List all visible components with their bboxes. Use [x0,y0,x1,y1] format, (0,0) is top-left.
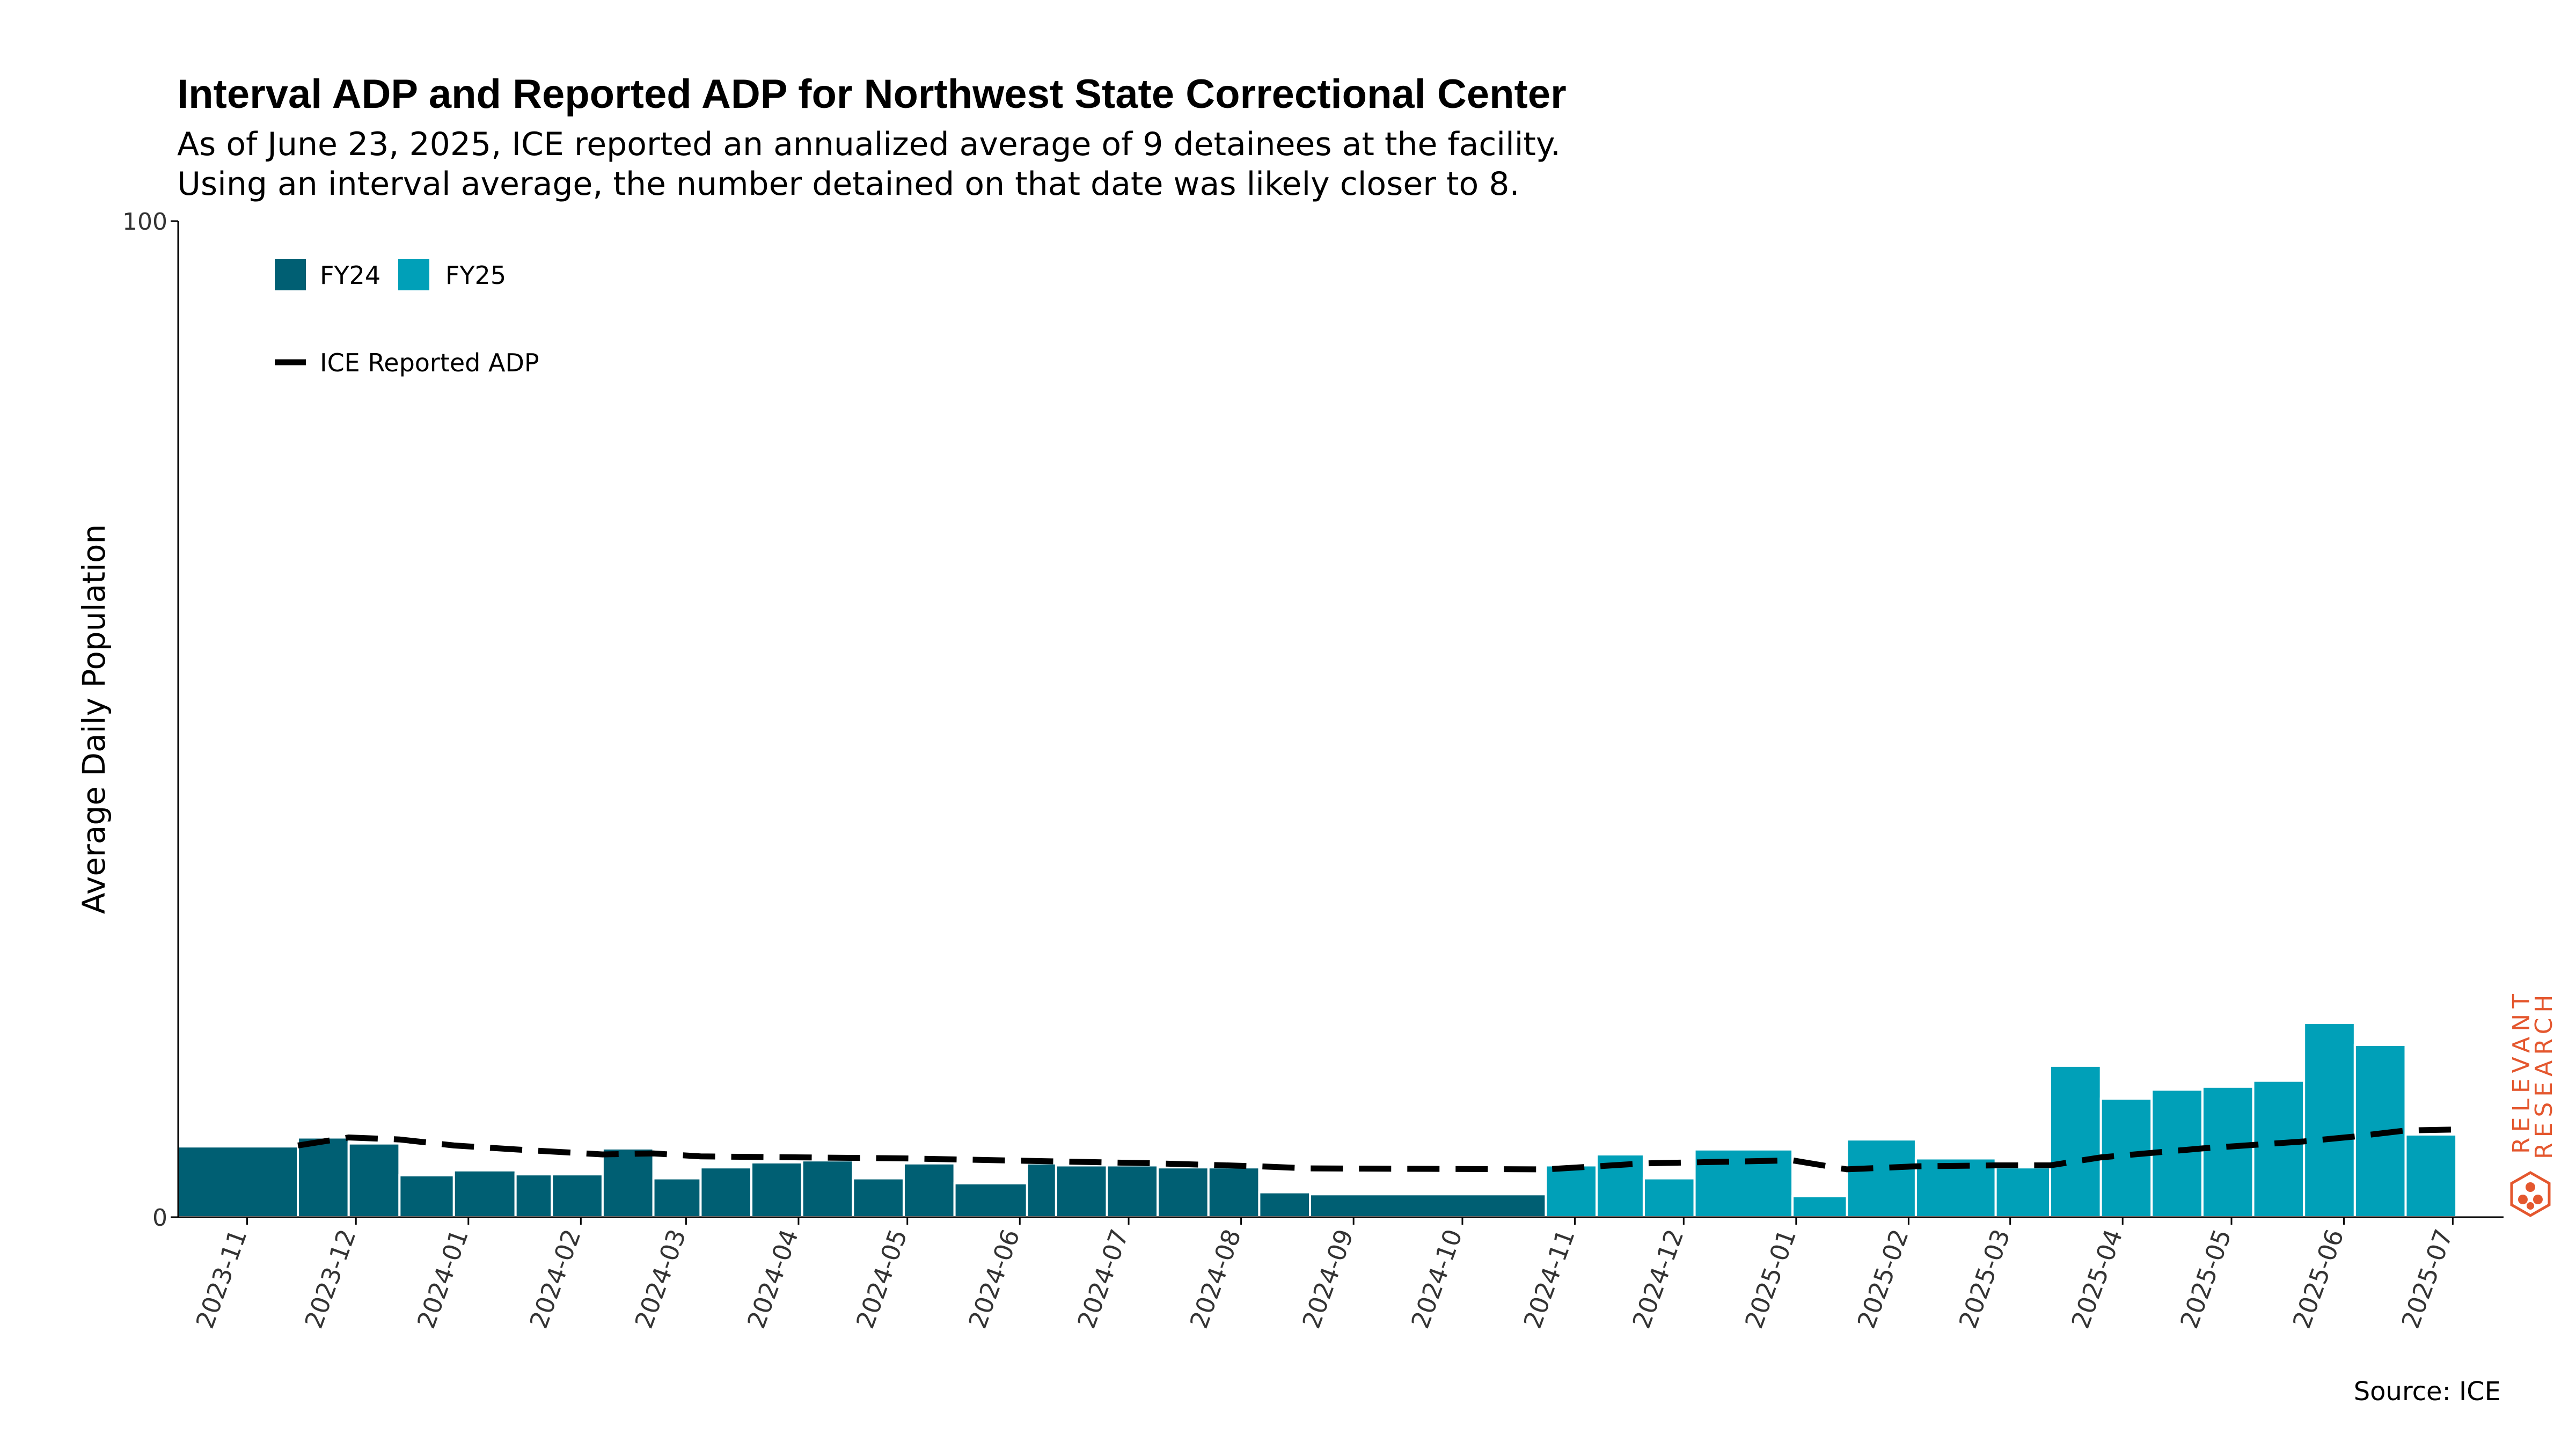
x-tick-label-12: 2024-11 [1518,1225,1580,1332]
chart-subtitle-line-1: As of June 23, 2025, ICE reported an ann… [177,126,1561,163]
interval-bar-35 [2303,1022,2356,1218]
x-tick-label-20: 2025-07 [2396,1225,2458,1332]
legend-swatch-fy25 [398,259,429,290]
x-tick-label-10: 2024-09 [1297,1225,1359,1332]
interval-bar-37 [2404,1133,2458,1218]
interval-bar-26 [1791,1195,1848,1218]
source-note: Source: ICE [2353,1377,2501,1407]
x-tick-label-4: 2024-03 [629,1225,691,1332]
interval-bar-27 [1846,1138,1917,1218]
svg-text:RESEARCH: RESEARCH [2530,993,2558,1159]
y-tick-label-1: 100 [122,208,167,236]
interval-bar-3 [398,1174,455,1219]
interval-bar-4 [452,1169,517,1219]
x-tick-label-6: 2024-05 [851,1225,913,1332]
legend-label-fy25: FY25 [445,261,506,290]
svg-text:RELEVANT: RELEVANT [2508,993,2535,1154]
x-tick-label-9: 2024-08 [1184,1225,1246,1332]
x-tick-label-7: 2024-06 [963,1225,1025,1332]
x-tick-label-14: 2025-01 [1739,1225,1802,1332]
interval-bar-17 [1106,1164,1159,1219]
legend-swatch-fy24 [275,259,306,290]
x-tick-label-3: 2024-02 [524,1225,586,1332]
x-tick-label-15: 2025-02 [1851,1225,1914,1332]
interval-bar-0 [177,1145,299,1219]
x-tick-label-0: 2023-11 [190,1225,252,1332]
interval-bar-15 [1026,1162,1057,1218]
bars-layer [177,1022,2458,1219]
x-tick-label-18: 2025-05 [2175,1225,2237,1332]
x-tick-label-13: 2024-12 [1627,1225,1689,1332]
interval-bar-11 [801,1159,854,1219]
reported-adp-line [297,1126,2457,1173]
chart-title: Interval ADP and Reported ADP for Northw… [177,71,1567,117]
interval-bar-22 [1545,1164,1598,1219]
interval-bar-1 [297,1136,350,1219]
x-tick-label-2: 2024-01 [412,1225,474,1332]
legend-label-fy24: FY24 [320,261,380,290]
interval-bar-5 [514,1173,553,1218]
x-tick-label-5: 2024-04 [742,1225,804,1332]
legend-label-reported-adp: ICE Reported ADP [320,348,539,377]
interval-bar-18 [1157,1166,1210,1218]
y-axis-label: Average Daily Population [76,524,112,914]
interval-bar-9 [699,1166,753,1218]
interval-bar-13 [902,1162,956,1218]
chart-subtitle-line-2: Using an interval average, the number de… [177,165,1520,203]
interval-bar-24 [1642,1177,1696,1218]
interval-bar-8 [652,1177,702,1218]
interval-bar-30 [2049,1064,2102,1218]
interval-bar-14 [953,1182,1028,1218]
x-axis-ticks: 2023-11 2023-12 2024-01 2024-02 2024-03 2024-… [190,1217,2458,1332]
x-tick-label-11: 2024-10 [1406,1225,1468,1332]
interval-bar-21 [1309,1193,1547,1219]
interval-bar-6 [551,1173,604,1218]
interval-bar-20 [1258,1191,1312,1219]
interval-bar-33 [2201,1085,2255,1219]
interval-bar-10 [750,1161,803,1218]
interval-bar-34 [2252,1079,2306,1219]
relevant-research-logo: RELEVANT RESEARCH [2508,993,2558,1217]
x-tick-label-19: 2025-06 [2287,1225,2349,1332]
interval-bar-2 [347,1142,401,1218]
interval-bar-12 [852,1177,905,1218]
x-tick-label-8: 2024-07 [1072,1225,1134,1332]
interval-bar-7 [601,1147,655,1219]
legend: FY24 FY25 ICE Reported ADP [275,259,539,377]
x-tick-label-1: 2023-12 [299,1225,361,1332]
y-tick-label-0: 0 [152,1204,167,1232]
interval-bar-19 [1207,1166,1261,1218]
interval-bar-16 [1055,1164,1108,1219]
x-tick-label-17: 2025-04 [2066,1225,2128,1332]
x-tick-label-16: 2025-03 [1953,1225,2016,1332]
y-axis-ticks: 0 100 [122,208,178,1232]
interval-bar-29 [1994,1166,2052,1218]
